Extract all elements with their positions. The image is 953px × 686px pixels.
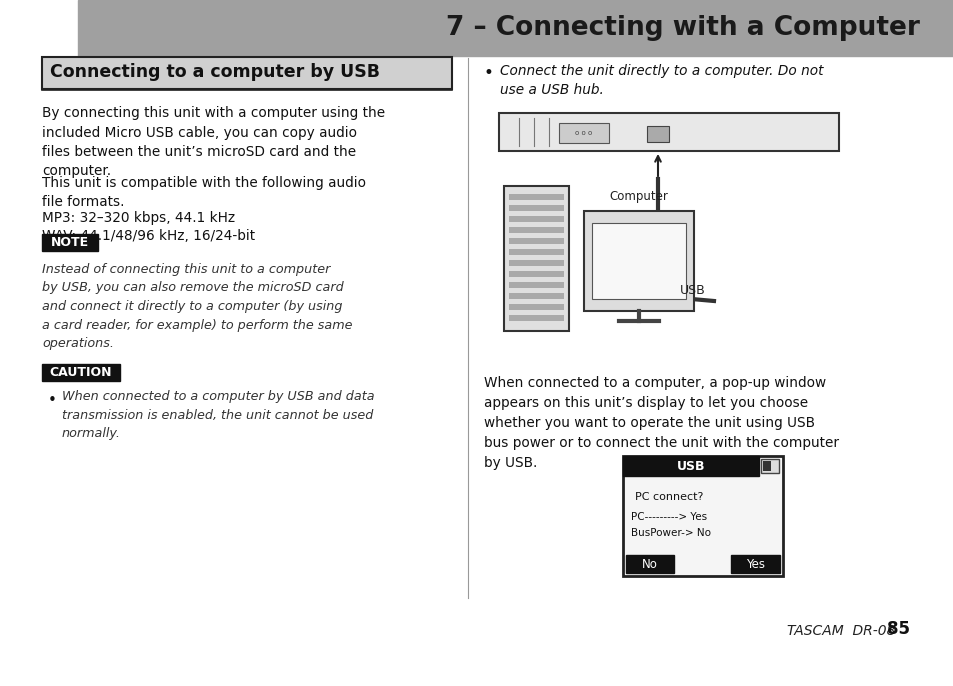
Text: USB: USB [676,460,704,473]
Text: USB: USB [679,285,705,298]
Text: WAV: 44.1/48/96 kHz, 16/24-bit: WAV: 44.1/48/96 kHz, 16/24-bit [42,229,254,243]
Bar [509,216,563,222]
Bar [730,555,780,573]
Bar [509,304,563,310]
Bar [509,271,563,277]
Text: MP3: 32–320 kbps, 44.1 kHz: MP3: 32–320 kbps, 44.1 kHz [42,211,234,225]
Text: When connected to a computer by USB and data
transmission is enabled, the unit c: When connected to a computer by USB and … [62,390,375,440]
Bar [509,194,563,200]
Text: PC connect?: PC connect? [635,492,702,502]
Bar [42,57,452,89]
Text: •: • [48,393,57,408]
Bar [42,234,98,251]
Text: •: • [483,64,494,82]
Bar [583,211,693,311]
Bar [649,261,665,283]
Bar [509,238,563,244]
Bar [509,205,563,211]
Text: BusPower-> No: BusPower-> No [630,528,710,538]
Text: When connected to a computer, a pop-up window
appears on this unit’s display to : When connected to a computer, a pop-up w… [483,376,838,470]
Bar [558,123,608,143]
Bar [625,555,673,573]
Bar [509,249,563,255]
Text: 7 – Connecting with a Computer: 7 – Connecting with a Computer [446,15,919,41]
Bar [509,282,563,288]
Text: Connecting to a computer by USB: Connecting to a computer by USB [50,63,379,81]
Text: TASCAM  DR-08: TASCAM DR-08 [786,624,899,638]
Bar [646,126,668,142]
Text: NOTE: NOTE [51,236,89,249]
Text: CAUTION: CAUTION [50,366,112,379]
Bar [762,461,770,471]
Bar [622,456,759,476]
Text: PC---------> Yes: PC---------> Yes [630,512,706,522]
Text: o o o: o o o [575,130,592,136]
Text: Yes: Yes [745,558,764,571]
Bar [509,293,563,299]
Bar [503,186,568,331]
Text: Instead of connecting this unit to a computer
by USB, you can also remove the mi: Instead of connecting this unit to a com… [42,263,352,350]
Text: No: No [641,558,658,571]
Bar [592,223,685,299]
Text: Computer: Computer [609,190,668,203]
Text: 85: 85 [886,620,909,638]
Bar [509,315,563,321]
Text: This unit is compatible with the following audio
file formats.: This unit is compatible with the followi… [42,176,366,209]
Text: By connecting this unit with a computer using the
included Micro USB cable, you : By connecting this unit with a computer … [42,106,385,178]
Bar [42,364,120,381]
Bar [78,0,953,56]
Bar [509,260,563,266]
Bar [498,113,838,151]
Text: Connect the unit directly to a computer. Do not
use a USB hub.: Connect the unit directly to a computer.… [499,64,822,97]
Bar [622,456,782,576]
Bar [760,459,779,473]
Bar [509,227,563,233]
